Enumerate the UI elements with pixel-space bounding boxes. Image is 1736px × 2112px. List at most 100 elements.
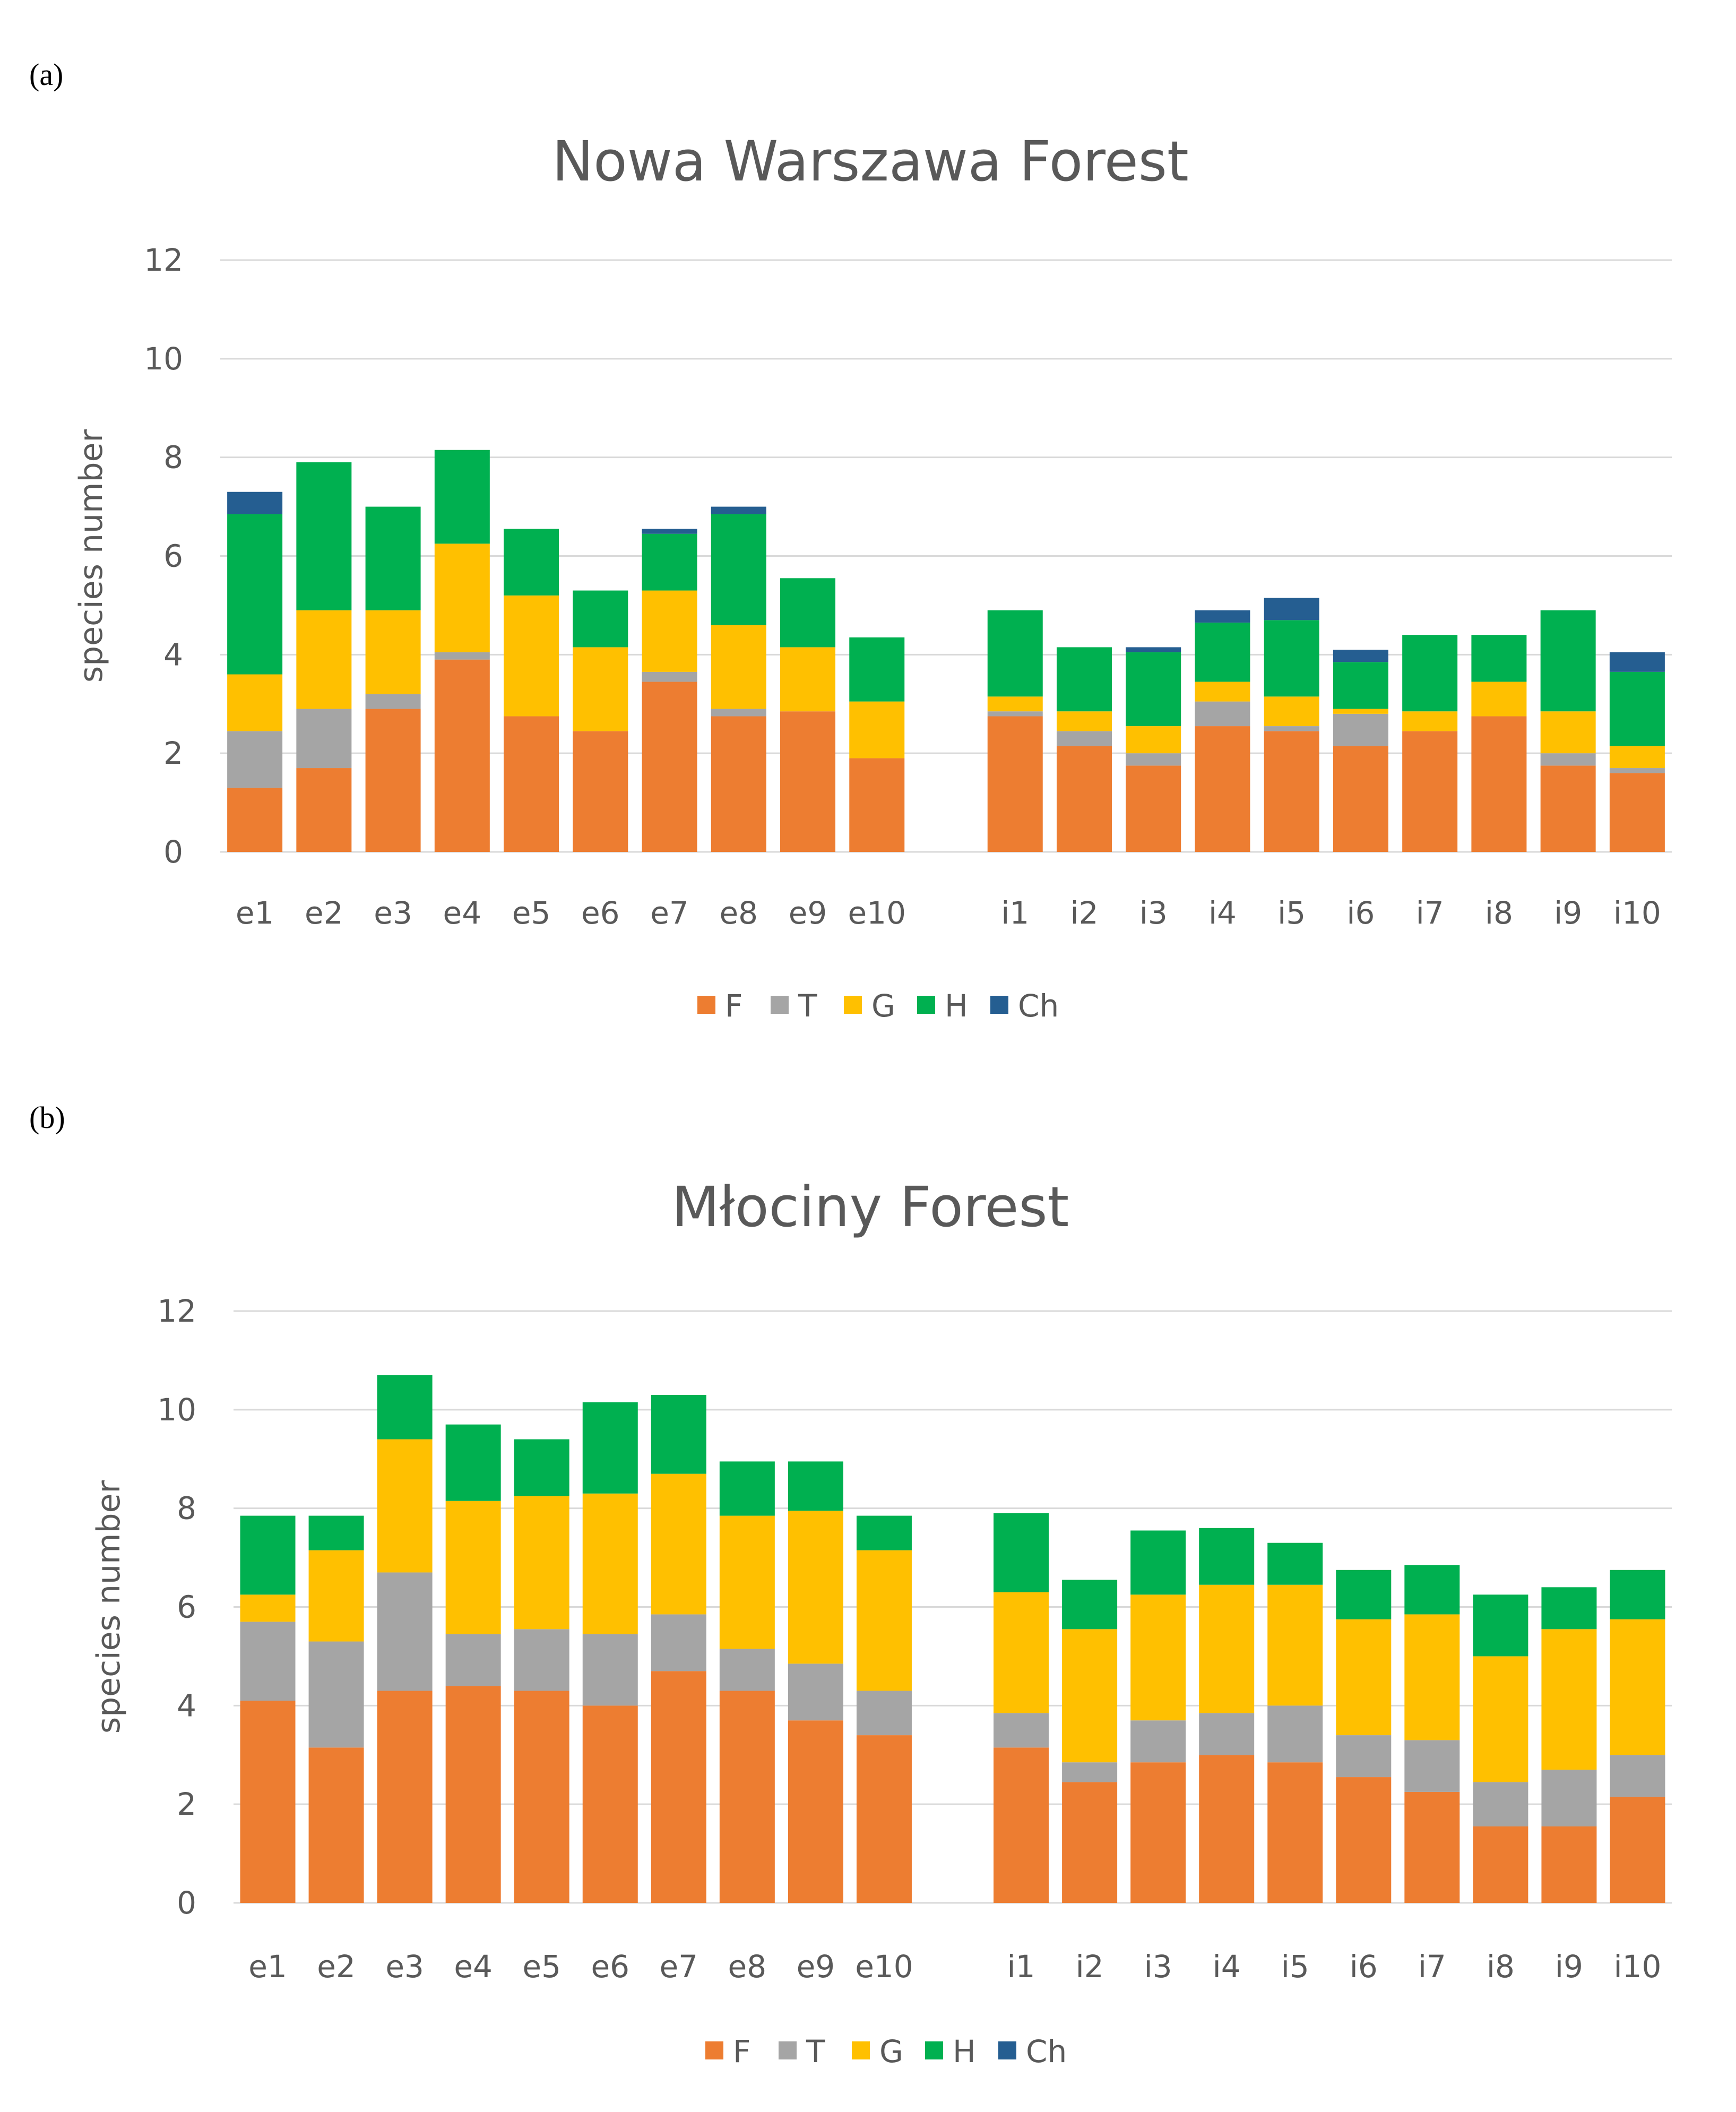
bar-i5-F xyxy=(1267,1762,1323,1903)
bar-i5-G xyxy=(1264,696,1319,727)
bar-i10-T xyxy=(1610,1755,1665,1797)
bar-e2-G xyxy=(296,610,352,709)
bar-i7-H xyxy=(1402,635,1458,712)
bar-i9-F xyxy=(1540,765,1596,852)
bar-i1-H xyxy=(987,610,1043,697)
x-tick-label: e8 xyxy=(728,1949,767,1985)
bar-e8-G xyxy=(711,625,766,709)
legend-swatch-H xyxy=(917,996,935,1014)
bar-e6-F xyxy=(582,1705,638,1903)
bar-i3-Ch xyxy=(1126,647,1181,652)
x-tick-label: e10 xyxy=(848,895,906,931)
bar-e4-T xyxy=(434,652,490,660)
bar-e6-F xyxy=(573,731,628,852)
bar-e6-H xyxy=(582,1402,638,1494)
bar-i6-G xyxy=(1336,1619,1392,1736)
bar-i5-G xyxy=(1267,1584,1323,1706)
bar-i8-G xyxy=(1473,1656,1528,1782)
x-tick-label: e5 xyxy=(522,1949,561,1985)
bar-i6-Ch xyxy=(1333,650,1388,662)
bar-i6-F xyxy=(1336,1777,1392,1903)
bar-i9-T xyxy=(1540,753,1596,766)
bar-i5-F xyxy=(1264,731,1319,852)
x-tick-label: e3 xyxy=(385,1949,424,1985)
bar-e5-H xyxy=(504,529,559,596)
legend-label-G: G xyxy=(871,988,895,1024)
bar-i4-F xyxy=(1195,726,1250,852)
bar-i8-F xyxy=(1473,1826,1528,1903)
bar-e4-G xyxy=(434,544,490,652)
bar-e9-H xyxy=(788,1461,843,1511)
bar-i6-H xyxy=(1336,1570,1392,1619)
x-tick-label: e2 xyxy=(305,895,343,931)
bar-e6-G xyxy=(573,647,628,731)
bar-i10-H xyxy=(1610,1570,1665,1619)
bar-i2-H xyxy=(1056,647,1112,712)
bar-e3-H xyxy=(377,1375,433,1439)
x-tick-label: e9 xyxy=(797,1949,835,1985)
bar-e8-H xyxy=(719,1461,775,1516)
x-tick-label: i7 xyxy=(1418,1949,1446,1985)
bar-e10-T xyxy=(856,1691,912,1736)
legend-swatch-F xyxy=(705,2041,723,2059)
bar-e1-G xyxy=(227,674,283,731)
x-tick-label: i6 xyxy=(1346,895,1375,931)
x-tick-label: e5 xyxy=(512,895,551,931)
bar-e3-G xyxy=(377,1439,433,1573)
legend-swatch-Ch xyxy=(998,2041,1016,2059)
y-axis-label: species number xyxy=(73,429,110,683)
bar-e1-T xyxy=(240,1622,296,1701)
bar-i3-H xyxy=(1130,1530,1186,1595)
bar-e1-G xyxy=(240,1594,296,1622)
y-tick-label: 8 xyxy=(163,439,183,476)
bar-e10-H xyxy=(849,637,905,702)
bar-e9-G xyxy=(788,1511,843,1664)
bar-e9-F xyxy=(788,1720,843,1903)
bar-i6-T xyxy=(1336,1735,1392,1778)
x-tick-label: e9 xyxy=(789,895,827,931)
x-tick-label: i8 xyxy=(1485,895,1513,931)
bar-i3-F xyxy=(1126,765,1181,852)
bar-i4-Ch xyxy=(1195,610,1250,623)
bar-e5-G xyxy=(504,595,559,717)
bar-i1-H xyxy=(994,1513,1049,1592)
bar-i7-H xyxy=(1404,1565,1460,1615)
bar-i1-G xyxy=(994,1592,1049,1713)
bar-e4-H xyxy=(434,450,490,544)
panel-label: (b) xyxy=(29,1100,65,1135)
bar-e1-H xyxy=(227,514,283,675)
bar-e1-Ch xyxy=(227,492,283,514)
legend-swatch-G xyxy=(844,996,862,1014)
bar-e4-T xyxy=(445,1634,501,1686)
bar-e4-F xyxy=(445,1686,501,1903)
bar-i4-T xyxy=(1195,701,1250,727)
bar-e7-G xyxy=(642,590,697,672)
y-tick-label: 10 xyxy=(144,341,183,377)
x-tick-label: e7 xyxy=(650,895,689,931)
bar-e4-F xyxy=(434,659,490,852)
legend-label-G: G xyxy=(879,2033,903,2070)
bar-e7-G xyxy=(651,1473,706,1615)
bar-e2-T xyxy=(296,709,352,769)
bar-e3-H xyxy=(365,506,421,610)
x-tick-label: i9 xyxy=(1554,895,1582,931)
bar-e8-H xyxy=(711,514,766,625)
bar-i3-F xyxy=(1130,1762,1186,1903)
bar-e3-G xyxy=(365,610,421,694)
bar-e10-F xyxy=(849,758,905,852)
bar-e3-T xyxy=(365,694,421,709)
legend-label-Ch: Ch xyxy=(1018,988,1059,1024)
bar-i9-G xyxy=(1541,1629,1597,1770)
bar-i7-F xyxy=(1402,731,1458,852)
bar-i10-G xyxy=(1610,1619,1665,1755)
bar-i8-G xyxy=(1471,682,1527,717)
bar-i10-T xyxy=(1609,768,1665,773)
bar-e1-F xyxy=(227,788,283,852)
legend-swatch-T xyxy=(771,996,789,1014)
bar-i5-H xyxy=(1264,620,1319,697)
legend-swatch-G xyxy=(852,2041,870,2059)
bar-e4-G xyxy=(445,1501,501,1634)
bar-e2-F xyxy=(296,768,352,852)
bar-i3-T xyxy=(1126,753,1181,766)
bar-e4-H xyxy=(445,1424,501,1501)
